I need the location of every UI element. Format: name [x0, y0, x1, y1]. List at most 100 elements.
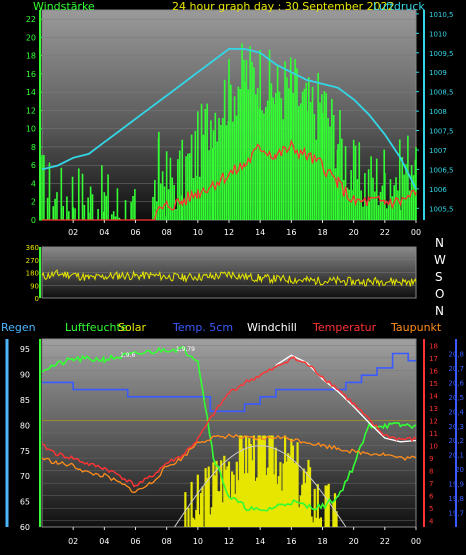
humidity-ytick-label: 65: [20, 498, 30, 507]
wind-xtick-label: 02: [68, 228, 78, 237]
pressure-ytick-label: 1010: [429, 30, 447, 38]
pressure-ytick-label: 1009: [429, 69, 447, 77]
temp-xtick-label: 00: [411, 537, 421, 546]
pressure-ytick-label: 1005,5: [429, 205, 454, 213]
wind-ytick-label: 2: [31, 198, 36, 207]
series-soil-temperature: [42, 352, 416, 413]
pressure-axis-title: Luftdruck: [373, 0, 425, 13]
annotation-max: 1,9,79: [176, 346, 195, 353]
temperature-ytick-label: 11: [429, 430, 438, 438]
pressure-ytick-label: 1007: [429, 147, 447, 155]
pressure-ytick-label: 1008: [429, 108, 447, 116]
temp-xtick-label: 12: [224, 537, 234, 546]
humidity-ytick-label: 85: [20, 396, 30, 405]
temperature-ytick-label: 7: [429, 480, 433, 488]
temperature-ytick-label: 4: [429, 518, 434, 526]
compass-n-bottom: N: [435, 304, 444, 318]
solar-max-curve: [174, 445, 347, 528]
direction-ytick-label: 270: [26, 257, 39, 265]
legend-solar: Solar: [118, 321, 147, 334]
wind-xtick-label: 12: [224, 228, 234, 237]
legend-temperature: Temperatur: [313, 321, 377, 334]
temp-xtick-label: 20: [349, 537, 359, 546]
compass-w: W: [434, 253, 446, 267]
wind-axis-title: Windstärke: [33, 0, 95, 13]
humidity-ytick-label: 80: [20, 421, 30, 430]
humidity-ytick-label: 75: [20, 447, 30, 456]
pressure-ytick-label: 1006: [429, 186, 447, 194]
wind-ytick-label: 18: [26, 52, 36, 61]
temperature-ytick-label: 9: [429, 455, 433, 463]
wind-xtick-label: 14: [255, 228, 265, 237]
pressure-ytick-label: 1008,5: [429, 89, 454, 97]
wind-xtick-label: 08: [162, 228, 172, 237]
wind-xtick-label: 00: [411, 228, 421, 237]
series-wind-speed: [42, 139, 417, 221]
series-temperature: [41, 355, 417, 488]
pressure-ytick-label: 1006,5: [429, 166, 454, 174]
wind-ytick-label: 6: [31, 161, 36, 170]
compass-n-top: N: [435, 236, 444, 250]
temp-xtick-label: 08: [162, 537, 172, 546]
temperature-ytick-label: 18: [429, 342, 438, 350]
temperature-ytick-label: 13: [429, 405, 438, 413]
compass-o: O: [435, 287, 445, 301]
series-pressure: [41, 48, 417, 190]
direction-ytick-label: 360: [26, 244, 39, 252]
humidity-ytick-label: 90: [20, 371, 30, 380]
soil-temp-ytick-label: 20: [455, 466, 464, 474]
chart-title: 24 hour graph day : 30 September 2022: [172, 0, 395, 13]
temp-xtick-label: 10: [193, 537, 203, 546]
temperature-ytick-label: 6: [429, 493, 434, 501]
series-solar: [184, 435, 338, 527]
legend-humidity: Luftfeuchte: [65, 321, 128, 334]
wind-ytick-label: 16: [26, 70, 36, 79]
temperature-ytick-label: 14: [429, 392, 438, 400]
wind-ytick-label: 4: [31, 179, 36, 188]
humidity-ytick-label: 95: [20, 345, 30, 354]
legend-soil-temp: Temp. 5cm: [173, 321, 234, 334]
wind-ytick-label: 10: [26, 125, 36, 134]
legend-dewpoint: Taupunkt: [391, 321, 442, 334]
legend-windchill: Windchill: [247, 321, 297, 334]
temp-xtick-label: 14: [255, 537, 265, 546]
temp-xtick-label: 22: [380, 537, 390, 546]
temp-xtick-label: 06: [130, 537, 140, 546]
wind-ytick-label: 22: [26, 15, 36, 24]
humidity-ytick-label: 70: [20, 472, 30, 481]
wind-xtick-label: 20: [349, 228, 359, 237]
wind-ytick-label: 14: [26, 88, 36, 97]
pressure-ytick-label: 1007,5: [429, 128, 454, 136]
wind-xtick-label: 06: [130, 228, 140, 237]
temp-xtick-label: 02: [68, 537, 78, 546]
pressure-ytick-label: 1010,5: [429, 11, 454, 19]
temp-xtick-label: 18: [317, 537, 327, 546]
temperature-ytick-label: 10: [429, 443, 438, 451]
legend-rain: Regen: [1, 321, 36, 334]
temperature-ytick-label: 15: [429, 380, 438, 388]
series-gusts: [41, 43, 417, 220]
pressure-ytick-label: 1009,5: [429, 50, 454, 58]
temperature-ytick-label: 17: [429, 355, 438, 363]
direction-ytick-label: 0: [35, 295, 39, 303]
wind-xtick-label: 10: [193, 228, 203, 237]
temperature-ytick-label: 16: [429, 367, 438, 375]
compass-s: S: [435, 270, 443, 284]
wind-ytick-label: 0: [31, 216, 36, 225]
temperature-ytick-label: 8: [429, 468, 433, 476]
wind-xtick-label: 04: [99, 228, 109, 237]
wind-ytick-label: 20: [26, 33, 36, 42]
direction-ytick-label: 180: [26, 270, 39, 278]
direction-ytick-label: 90: [30, 282, 39, 290]
series-windchill: [275, 354, 417, 443]
wind-ytick-label: 12: [26, 106, 36, 115]
wind-ytick-label: 8: [31, 143, 36, 152]
series-dewpoint: [41, 433, 417, 494]
wind-xtick-label: 22: [380, 228, 390, 237]
series-wind-direction: [41, 269, 417, 288]
temp-xtick-label: 16: [286, 537, 296, 546]
temp-xtick-label: 04: [99, 537, 109, 546]
humidity-ytick-label: 60: [20, 523, 30, 532]
